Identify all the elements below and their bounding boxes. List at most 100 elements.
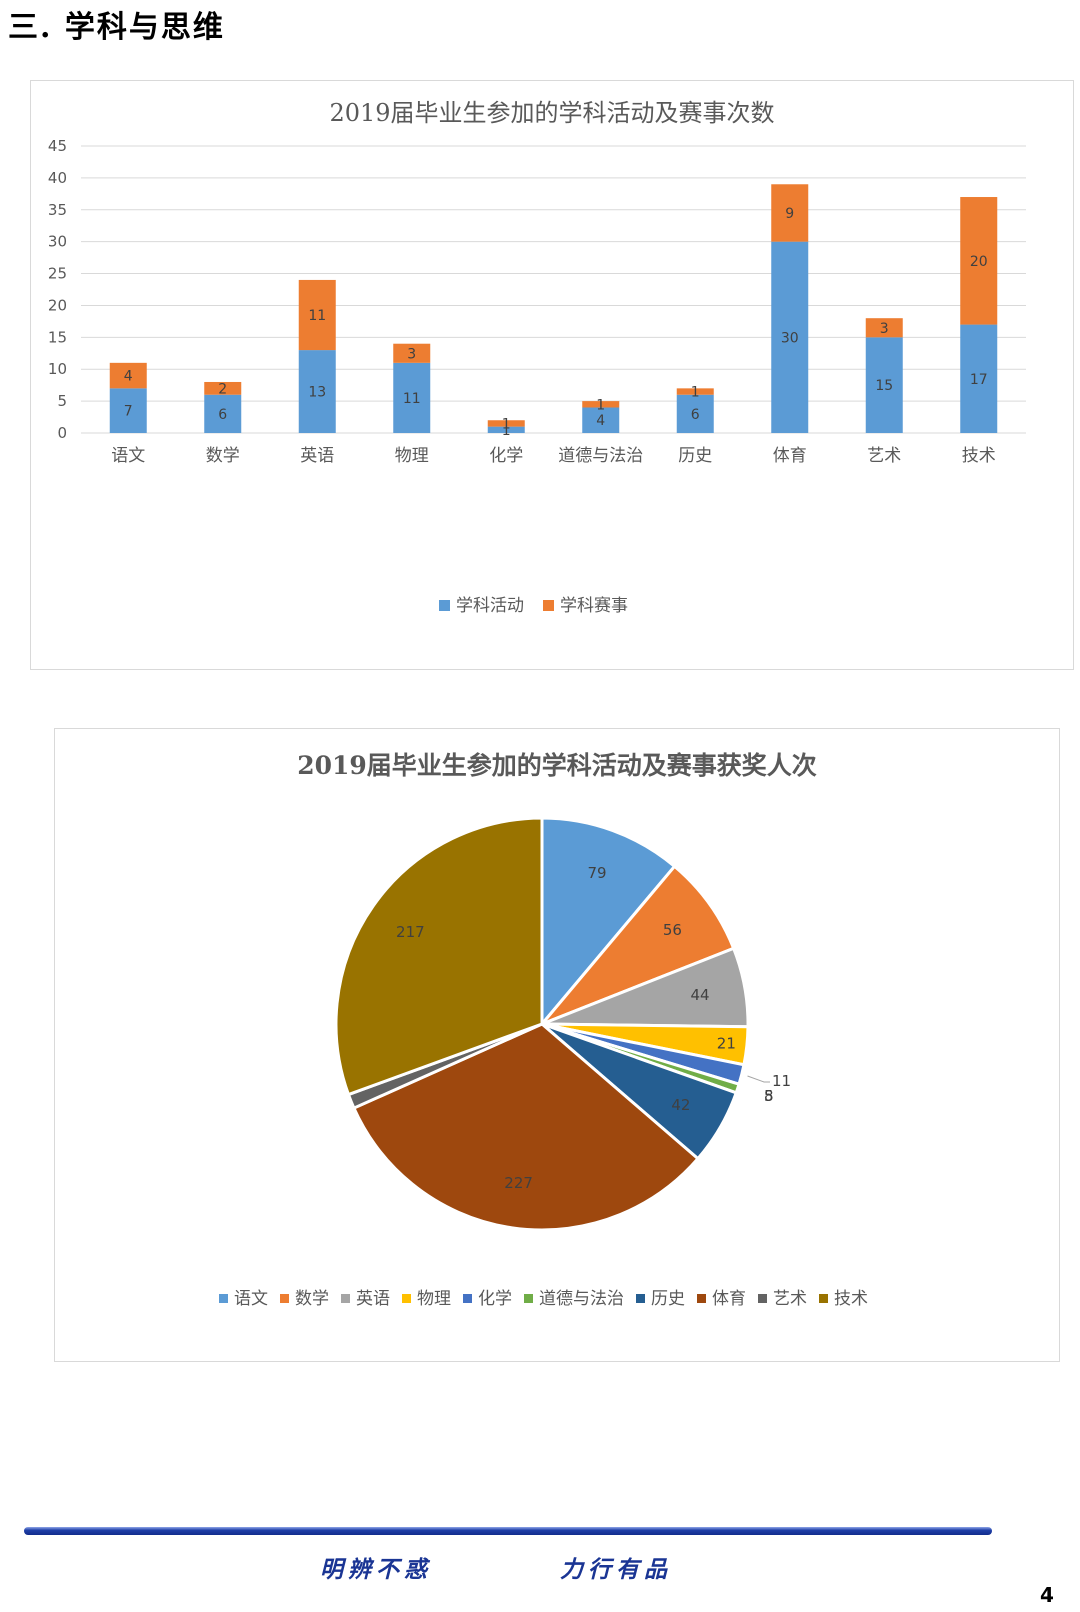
pie-data-label: 44 xyxy=(690,986,709,1004)
x-tick-label: 艺术 xyxy=(867,446,901,466)
bar-segment xyxy=(960,324,998,433)
pie-chart: 2019届毕业生参加的学科活动及赛事获奖人次 79 56 44 21 115 42 227 8 2… xyxy=(219,751,868,1309)
legend-swatch xyxy=(341,1294,350,1303)
legend-label: 艺术 xyxy=(773,1289,807,1309)
pie-slice xyxy=(334,816,544,1097)
bar-chart: 2019届毕业生参加的学科活动及赛事次数 0 5 10 15 20 25 30 35 40 45 7 4… xyxy=(48,99,1026,616)
legend-label: 道德与法治 xyxy=(539,1289,624,1309)
bar-data-label: 7 xyxy=(124,404,133,420)
x-tick-label: 技术 xyxy=(962,446,996,466)
pie-slice xyxy=(351,1022,701,1232)
bar-segment xyxy=(865,337,903,433)
pie-data-label: 56 xyxy=(663,921,682,939)
legend-label: 语文 xyxy=(234,1289,268,1309)
bar-segment xyxy=(393,343,431,363)
bar-segment xyxy=(582,401,620,408)
y-tick-label: 25 xyxy=(48,265,67,283)
y-tick-label: 0 xyxy=(57,424,67,442)
y-tick-label: 5 xyxy=(57,392,67,410)
pie-slice xyxy=(540,864,736,1026)
bar-data-label: 3 xyxy=(407,346,416,362)
bar-segment xyxy=(960,197,998,325)
pie-chart-title: 2019届毕业生参加的学科活动及赛事获奖人次 xyxy=(297,751,817,780)
bar-data-label: 1 xyxy=(596,397,605,413)
bar-data-label: 6 xyxy=(218,407,227,423)
pie-data-label: 21 xyxy=(717,1035,736,1053)
legend-swatch xyxy=(543,600,554,611)
pie-chart-panel: 2019届毕业生参加的学科活动及赛事获奖人次 79 56 44 21 11 5 42 227 8 2… xyxy=(54,728,1060,1362)
legend-label: 体育 xyxy=(712,1289,746,1309)
x-tick-label: 化学 xyxy=(489,446,523,466)
y-tick-label: 30 xyxy=(48,233,67,251)
legend-label: 技术 xyxy=(834,1289,868,1309)
legend-swatch xyxy=(439,600,450,611)
pie-data-label: 42 xyxy=(671,1096,690,1114)
pie-data-label: 11 xyxy=(772,1072,791,1090)
section-title: 三. 学科与思维 xyxy=(8,10,225,45)
bar-chart-title: 2019届毕业生参加的学科活动及赛事次数 xyxy=(329,99,774,127)
bar-data-label: 15 xyxy=(875,378,893,394)
legend-swatch xyxy=(463,1294,472,1303)
bar-data-label: 6 xyxy=(691,407,700,423)
y-tick-label: 15 xyxy=(48,328,67,346)
bar-segment xyxy=(865,318,903,338)
x-tick-label: 英语 xyxy=(300,446,334,466)
bar-segment xyxy=(676,394,714,433)
bar-segment xyxy=(109,388,147,433)
legend-label: 历史 xyxy=(651,1289,685,1309)
bar-segment xyxy=(298,279,336,351)
bar-data-label: 9 xyxy=(785,206,794,222)
legend-swatch xyxy=(697,1294,706,1303)
x-tick-label: 语文 xyxy=(111,446,145,466)
pie-slice xyxy=(540,816,677,1029)
legend-swatch xyxy=(758,1294,767,1303)
y-tick-label: 45 xyxy=(48,137,67,155)
bar-segment xyxy=(204,394,242,433)
pie-data-label: 5 xyxy=(764,1087,774,1105)
bar-data-label: 4 xyxy=(124,369,133,385)
legend-label: 物理 xyxy=(417,1289,451,1309)
bar-data-label: 20 xyxy=(970,254,988,270)
bar-segment xyxy=(298,350,336,433)
bar-segment xyxy=(582,407,620,433)
y-tick-label: 35 xyxy=(48,201,67,219)
legend-label: 英语 xyxy=(356,1289,390,1309)
bar-chart-panel: 2019届毕业生参加的学科活动及赛事次数 0 5 10 15 20 25 30 35 40 45 7 4… xyxy=(30,80,1074,670)
bar-data-label: 17 xyxy=(970,372,988,388)
bar-segment xyxy=(393,362,431,433)
legend-label: 学科赛事 xyxy=(560,595,628,616)
bar-data-label: 11 xyxy=(308,308,326,324)
legend-swatch xyxy=(819,1294,828,1303)
footer-slogan-left: 明辨不惑 xyxy=(320,1556,432,1583)
legend-label: 数学 xyxy=(295,1289,329,1309)
x-tick-label: 数学 xyxy=(206,446,240,466)
legend-label: 化学 xyxy=(478,1289,512,1309)
legend-swatch xyxy=(219,1294,228,1303)
bar-segment xyxy=(204,381,242,395)
pie-data-label: 227 xyxy=(504,1174,533,1192)
bar-data-label: 4 xyxy=(596,413,605,429)
footer-divider xyxy=(24,1527,992,1535)
legend-swatch xyxy=(524,1294,533,1303)
y-tick-label: 40 xyxy=(48,169,67,187)
bar-data-label: 3 xyxy=(880,321,889,337)
footer-slogan-right: 力行有品 xyxy=(560,1556,672,1583)
y-tick-label: 10 xyxy=(48,360,67,378)
bar-segment xyxy=(771,184,809,242)
bar-segment xyxy=(109,362,147,389)
legend-swatch xyxy=(280,1294,289,1303)
page-number: 4 xyxy=(1040,1583,1054,1607)
bar-data-label: 30 xyxy=(781,330,799,346)
legend-label: 学科活动 xyxy=(456,596,524,616)
legend-swatch xyxy=(636,1294,645,1303)
pie-data-label: 217 xyxy=(396,923,425,941)
bar-data-label: 1 xyxy=(691,385,700,401)
x-tick-label: 体育 xyxy=(773,446,807,466)
bar-data-label: 11 xyxy=(403,391,421,407)
x-tick-label: 物理 xyxy=(395,446,429,466)
y-tick-label: 20 xyxy=(48,296,67,314)
pie-data-label: 8 xyxy=(764,1087,774,1105)
bar-data-label: 13 xyxy=(308,385,326,401)
bar-segment xyxy=(487,420,525,427)
x-tick-label: 道德与法治 xyxy=(558,446,643,466)
